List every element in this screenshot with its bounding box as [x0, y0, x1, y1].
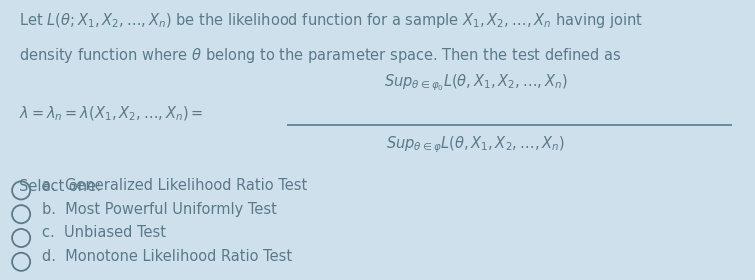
Text: $Sup_{\theta \in \varphi}L(\theta,X_1, X_2,\ldots,X_n)$: $Sup_{\theta \in \varphi}L(\theta,X_1, X…	[386, 134, 565, 155]
Text: d.  Monotone Likelihood Ratio Test: d. Monotone Likelihood Ratio Test	[42, 249, 291, 264]
Text: $Sup_{\theta \in \varphi_0}L(\theta,X_1, X_2,\ldots,X_n)$: $Sup_{\theta \in \varphi_0}L(\theta,X_1,…	[384, 73, 568, 94]
Text: c.  Unbiased Test: c. Unbiased Test	[42, 225, 165, 241]
Text: a.  Generalized Likelihood Ratio Test: a. Generalized Likelihood Ratio Test	[42, 178, 307, 193]
Text: b.  Most Powerful Uniformly Test: b. Most Powerful Uniformly Test	[42, 202, 276, 217]
Text: $\lambda=\lambda_n=\lambda(X_1,X_2,\ldots,X_n) =$: $\lambda=\lambda_n=\lambda(X_1,X_2,\ldot…	[19, 104, 203, 123]
Text: Let $L(\theta;X_1, X_2,\ldots,X_n)$ be the likelihood function for a sample $X_1: Let $L(\theta;X_1, X_2,\ldots,X_n)$ be t…	[19, 11, 643, 30]
Text: Select one:: Select one:	[19, 179, 101, 194]
Text: density function where $\theta$ belong to the parameter space. Then the test def: density function where $\theta$ belong t…	[19, 46, 621, 65]
